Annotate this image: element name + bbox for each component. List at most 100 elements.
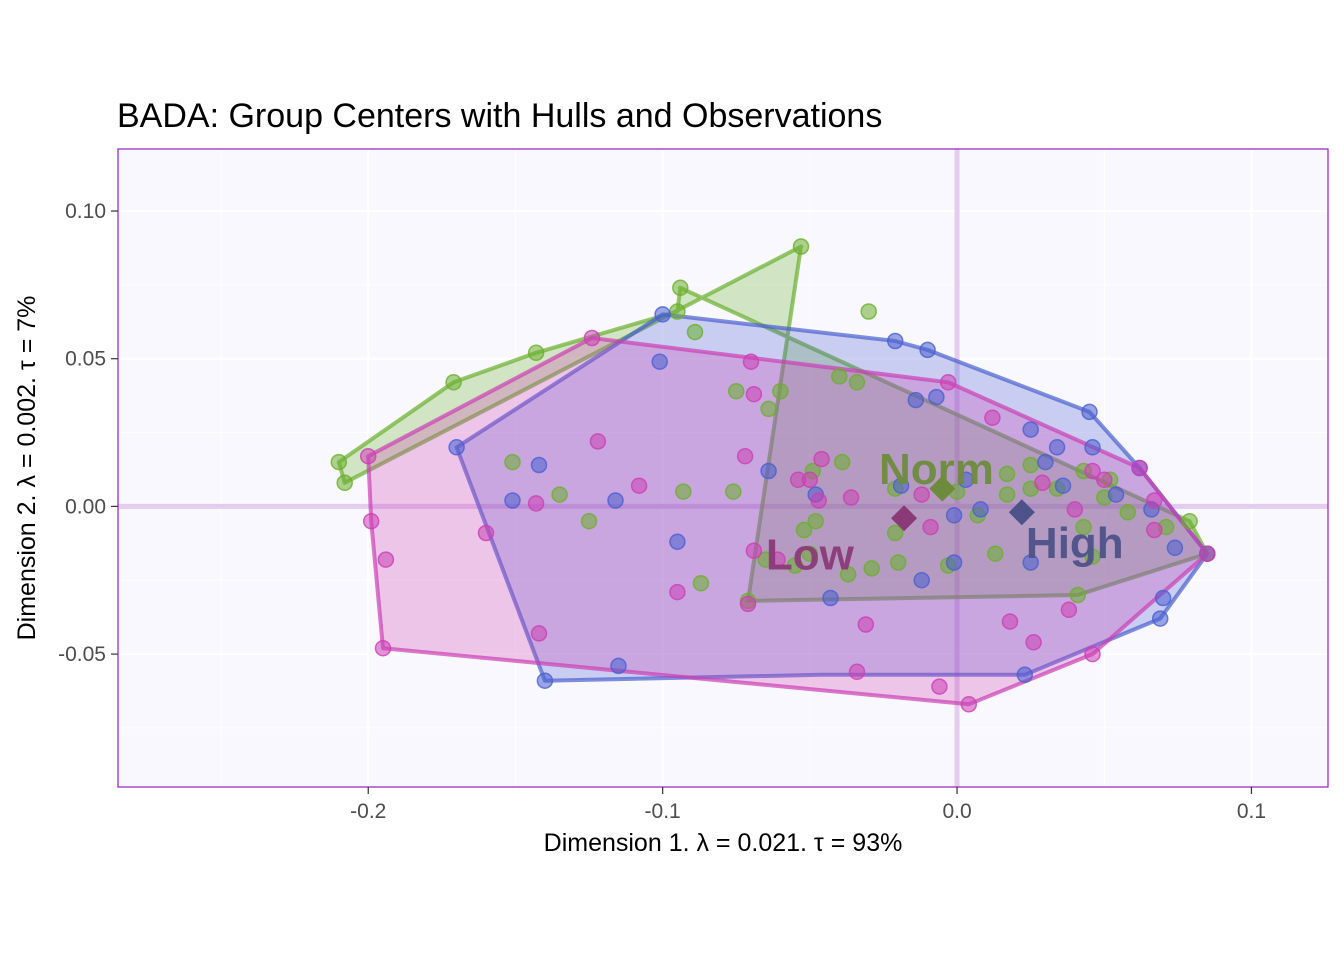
- x-tick-label: -0.2: [350, 800, 386, 823]
- point-high: [536, 672, 554, 689]
- point-norm: [801, 545, 819, 562]
- point-norm: [692, 574, 710, 592]
- point-norm: [886, 524, 904, 542]
- point-low: [1146, 521, 1163, 539]
- point-low: [1084, 462, 1101, 480]
- point-low: [960, 696, 978, 713]
- point-high: [886, 332, 904, 350]
- point-low: [922, 518, 939, 536]
- point-low: [362, 512, 380, 530]
- point-norm: [786, 557, 804, 574]
- point-norm: [1075, 518, 1092, 536]
- point-norm: [669, 303, 686, 320]
- point-high: [919, 341, 936, 359]
- point-low: [1001, 613, 1019, 630]
- point-low: [857, 616, 875, 633]
- point-low: [669, 583, 686, 601]
- point-norm: [672, 279, 689, 297]
- chart-title: BADA: Group Centers with Hulls and Obser…: [117, 97, 882, 135]
- point-norm: [336, 474, 353, 492]
- point-norm: [848, 374, 866, 391]
- point-norm: [1069, 586, 1087, 604]
- point-low: [984, 409, 1001, 427]
- point-norm: [445, 374, 462, 391]
- point-norm: [686, 323, 704, 341]
- x-tick-label: 0.1: [1237, 800, 1266, 823]
- point-low: [374, 639, 392, 657]
- x-tick-label: -0.1: [645, 800, 681, 823]
- point-high: [610, 657, 627, 675]
- point-high: [1022, 554, 1039, 571]
- point-high: [1151, 610, 1169, 627]
- point-high: [669, 533, 686, 551]
- observation-points: [330, 238, 1216, 713]
- point-low: [1060, 601, 1078, 619]
- point-high: [957, 471, 975, 489]
- point-norm: [1022, 456, 1039, 474]
- point-norm: [998, 486, 1016, 503]
- point-low: [359, 447, 377, 465]
- point-norm: [987, 545, 1004, 562]
- point-norm: [727, 382, 745, 400]
- point-norm: [675, 483, 692, 500]
- point-low: [530, 625, 548, 642]
- center-norm: [929, 475, 956, 502]
- point-high: [1048, 439, 1066, 456]
- point-low: [801, 471, 819, 489]
- point-low: [810, 492, 827, 509]
- point-norm: [998, 465, 1016, 483]
- point-norm: [772, 382, 789, 400]
- point-norm: [839, 566, 857, 583]
- point-high: [1016, 666, 1034, 684]
- point-low: [1084, 645, 1101, 663]
- y-tick-label: 0.10: [65, 200, 106, 223]
- point-high: [651, 353, 668, 370]
- point-low: [477, 524, 495, 542]
- point-high: [822, 589, 839, 607]
- y-axis-ticks: -0.05 0.00 0.05 0.10: [58, 200, 118, 666]
- point-high: [1054, 477, 1072, 494]
- point-norm: [580, 512, 598, 530]
- group-centers: [891, 475, 1035, 532]
- x-axis-label: Dimension 1. λ = 0.021. τ = 93%: [544, 829, 903, 857]
- point-norm: [833, 453, 851, 471]
- y-axis-label: Dimension 2. λ = 0.002. τ = 7%: [13, 296, 41, 641]
- point-low: [739, 595, 757, 613]
- point-norm: [1181, 512, 1198, 530]
- point-low: [527, 495, 545, 512]
- point-high: [1107, 486, 1125, 503]
- point-norm: [831, 368, 848, 385]
- point-norm: [330, 453, 348, 471]
- y-tick-label: 0.00: [65, 495, 106, 518]
- group-labels: Norm High Low: [766, 445, 1124, 580]
- point-norm: [551, 486, 568, 503]
- point-low: [931, 678, 948, 695]
- point-high: [907, 391, 925, 409]
- center-high: [1008, 499, 1035, 526]
- point-low: [745, 385, 763, 403]
- point-high: [1022, 421, 1039, 438]
- point-low: [939, 374, 957, 391]
- point-low: [377, 551, 395, 568]
- group-hulls: [336, 244, 1210, 707]
- point-low: [736, 447, 754, 465]
- point-low: [630, 477, 648, 494]
- x-axis-ticks: -0.2 -0.1 0.0 0.1: [350, 787, 1266, 823]
- point-high: [760, 462, 777, 480]
- point-high: [945, 554, 963, 571]
- point-low: [848, 663, 866, 681]
- point-high: [1154, 589, 1172, 607]
- point-low: [583, 329, 601, 347]
- x-tick-label: 0.0: [942, 800, 971, 823]
- point-high: [530, 456, 548, 474]
- point-norm: [807, 512, 824, 530]
- point-high: [945, 507, 963, 524]
- point-high: [607, 492, 624, 509]
- point-low: [1199, 545, 1216, 562]
- point-high: [448, 439, 465, 456]
- point-high: [504, 492, 521, 509]
- point-high: [928, 388, 945, 406]
- point-norm: [527, 344, 545, 362]
- point-low: [1025, 634, 1042, 651]
